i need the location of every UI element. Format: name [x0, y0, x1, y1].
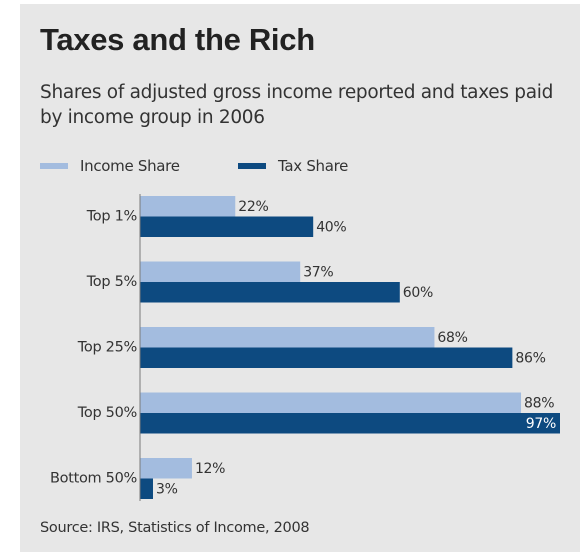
legend-swatch-tax-share	[238, 163, 266, 169]
category-label-top-50: Top 50%	[77, 405, 137, 421]
value-label-tax-share-top-1: 40%	[316, 220, 346, 236]
value-label-income-share-top-1: 22%	[238, 199, 268, 215]
bar-income-share-top-5	[140, 261, 301, 282]
category-label-top-25: Top 25%	[77, 340, 137, 356]
value-label-income-share-top-50: 88%	[524, 396, 554, 412]
bar-tax-share-top-5	[140, 282, 400, 303]
legend-item-tax-share: Tax Share	[238, 154, 348, 178]
legend-label-income-share: Income Share	[80, 157, 180, 175]
bar-income-share-top-50	[140, 392, 522, 413]
bar-income-share-top-1	[140, 196, 236, 217]
category-label-top-1: Top 1%	[86, 209, 137, 225]
source-note: Source: IRS, Statistics of Income, 2008	[40, 520, 310, 536]
chart-subtitle: Shares of adjusted gross income reported…	[40, 82, 554, 128]
bar-tax-share-bottom-50	[140, 478, 153, 499]
value-label-income-share-top-5: 37%	[303, 265, 333, 281]
value-label-income-share-bottom-50: 12%	[195, 461, 225, 477]
bar-income-share-top-25	[140, 327, 435, 348]
bar-tax-share-top-50	[140, 413, 560, 434]
value-label-tax-share-top-25: 86%	[515, 351, 545, 367]
chart-title: Taxes and the Rich	[40, 22, 315, 57]
legend-swatch-income-share	[40, 163, 68, 169]
legend-item-income-share: Income Share	[40, 154, 180, 178]
bar-tax-share-top-1	[140, 216, 314, 237]
category-label-top-5: Top 5%	[86, 274, 137, 290]
value-label-income-share-top-25: 68%	[437, 330, 467, 346]
bar-tax-share-top-25	[140, 347, 513, 368]
value-label-tax-share-bottom-50: 3%	[156, 482, 178, 498]
category-label-bottom-50: Bottom 50%	[50, 471, 137, 487]
value-label-tax-share-top-5: 60%	[403, 285, 433, 301]
bar-income-share-bottom-50	[140, 458, 192, 479]
legend-label-tax-share: Tax Share	[278, 157, 349, 175]
value-label-tax-share-top-50: 97%	[526, 416, 556, 432]
